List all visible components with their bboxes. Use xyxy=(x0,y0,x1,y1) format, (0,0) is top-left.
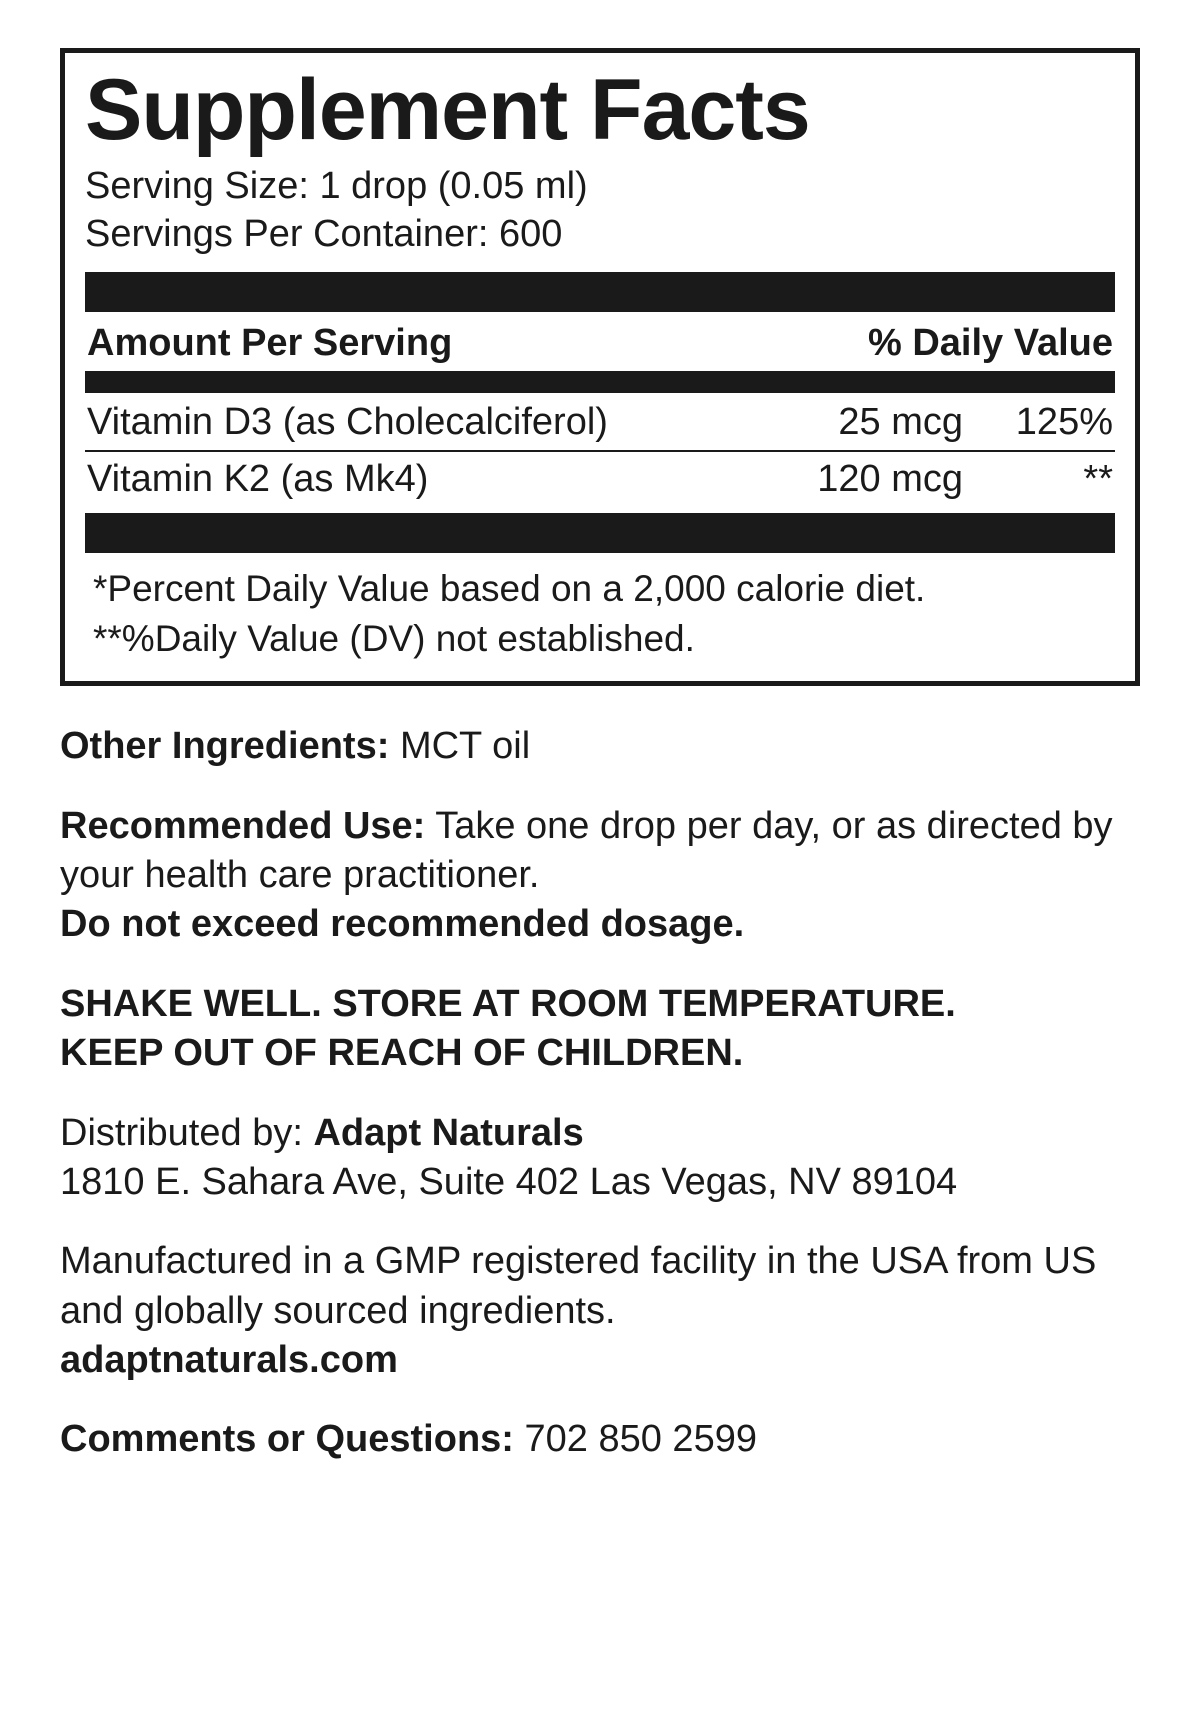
nutrient-amount: 120 mcg xyxy=(763,458,963,501)
manufacturing-block: Manufactured in a GMP registered facilit… xyxy=(60,1237,1140,1385)
manufacturing-statement: Manufactured in a GMP registered facilit… xyxy=(60,1240,1096,1331)
distributor-address: 1810 E. Sahara Ave, Suite 402 Las Vegas,… xyxy=(60,1161,957,1203)
recommended-use: Recommended Use: Take one drop per day, … xyxy=(60,802,1140,950)
nutrient-name: Vitamin K2 (as Mk4) xyxy=(87,458,763,501)
contact-phone: 702 850 2599 xyxy=(525,1418,757,1460)
other-ingredients: Other Ingredients: MCT oil xyxy=(60,722,1140,771)
divider-bar-thick xyxy=(85,513,1115,553)
contact-line: Comments or Questions: 702 850 2599 xyxy=(60,1415,1140,1464)
contact-label: Comments or Questions: xyxy=(60,1418,514,1460)
distributor-block: Distributed by: Adapt Naturals 1810 E. S… xyxy=(60,1109,1140,1208)
nutrient-row: Vitamin D3 (as Cholecalciferol) 25 mcg 1… xyxy=(85,395,1115,452)
serving-size-line: Serving Size: 1 drop (0.05 ml) xyxy=(85,163,1115,211)
nutrient-name: Vitamin D3 (as Cholecalciferol) xyxy=(87,401,763,444)
col-amount-per-serving: Amount Per Serving xyxy=(87,322,452,365)
storage-line-2: KEEP OUT OF REACH OF CHILDREN. xyxy=(60,1032,743,1074)
website: adaptnaturals.com xyxy=(60,1339,398,1381)
serving-size-value: 1 drop (0.05 ml) xyxy=(319,165,587,207)
servings-per-container-value: 600 xyxy=(499,213,562,255)
distributor-company: Adapt Naturals xyxy=(313,1112,583,1154)
divider-bar-thick xyxy=(85,272,1115,312)
recommended-use-label: Recommended Use: xyxy=(60,805,425,847)
col-daily-value: % Daily Value xyxy=(868,322,1113,365)
footnote-dv-not-established: **%Daily Value (DV) not established. xyxy=(85,613,1115,663)
supplement-facts-panel: Supplement Facts Serving Size: 1 drop (0… xyxy=(60,48,1140,686)
servings-per-container-label: Servings Per Container: xyxy=(85,213,488,255)
nutrient-row: Vitamin K2 (as Mk4) 120 mcg ** xyxy=(85,452,1115,507)
distributed-by-label: Distributed by: xyxy=(60,1112,303,1154)
other-ingredients-label: Other Ingredients: xyxy=(60,725,389,767)
storage-line-1: SHAKE WELL. STORE AT ROOM TEMPERATURE. xyxy=(60,983,956,1025)
footnote-pdv: *Percent Daily Value based on a 2,000 ca… xyxy=(85,563,1115,613)
storage-instructions: SHAKE WELL. STORE AT ROOM TEMPERATURE. K… xyxy=(60,980,1140,1079)
column-header-row: Amount Per Serving % Daily Value xyxy=(85,318,1115,369)
other-ingredients-value: MCT oil xyxy=(400,725,530,767)
dosage-warning: Do not exceed recommended dosage. xyxy=(60,903,744,945)
divider-bar-mid xyxy=(85,371,1115,393)
servings-per-container-line: Servings Per Container: 600 xyxy=(85,211,1115,259)
serving-size-label: Serving Size: xyxy=(85,165,309,207)
nutrient-dv: ** xyxy=(963,458,1113,501)
nutrient-dv: 125% xyxy=(963,401,1113,444)
panel-title: Supplement Facts xyxy=(85,67,1115,153)
nutrient-amount: 25 mcg xyxy=(763,401,963,444)
